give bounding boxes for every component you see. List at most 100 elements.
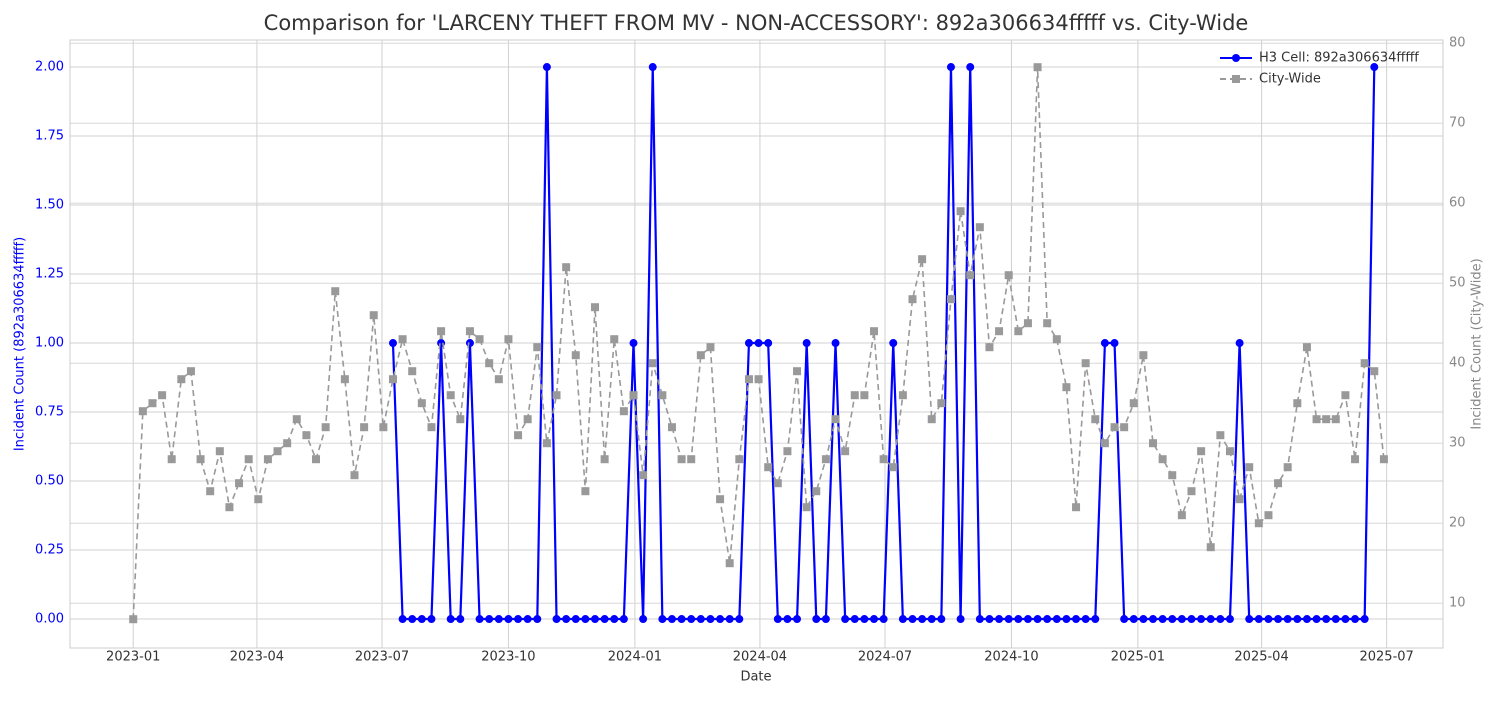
marker bbox=[388, 375, 397, 384]
marker bbox=[610, 615, 619, 624]
x-tick-label: 2024-01 bbox=[608, 650, 662, 665]
chart-title: Comparison for 'LARCENY THEFT FROM MV - … bbox=[264, 11, 1249, 35]
marker bbox=[1052, 335, 1061, 344]
y-tick-label: 0.25 bbox=[35, 543, 64, 558]
marker bbox=[523, 615, 532, 624]
marker bbox=[725, 559, 734, 568]
marker bbox=[369, 311, 378, 320]
y2-tick-label: 40 bbox=[1449, 356, 1466, 371]
marker bbox=[946, 63, 955, 72]
marker bbox=[927, 615, 936, 624]
marker bbox=[379, 423, 388, 432]
marker bbox=[408, 367, 417, 376]
marker bbox=[793, 367, 802, 376]
marker bbox=[571, 351, 580, 360]
marker bbox=[870, 615, 879, 624]
legend-label: H3 Cell: 892a306634fffff bbox=[1259, 51, 1419, 66]
marker bbox=[321, 423, 330, 432]
marker bbox=[1235, 495, 1244, 504]
marker bbox=[475, 335, 484, 344]
y-tick-label: 1.25 bbox=[35, 267, 64, 282]
marker bbox=[263, 455, 272, 464]
x-tick-label: 2023-07 bbox=[355, 650, 409, 665]
marker bbox=[1110, 339, 1119, 348]
marker bbox=[716, 495, 725, 504]
marker bbox=[1072, 503, 1081, 512]
marker bbox=[562, 615, 571, 624]
marker bbox=[831, 339, 840, 348]
marker bbox=[1139, 351, 1148, 360]
marker bbox=[1149, 615, 1158, 624]
y-tick-label: 1.50 bbox=[35, 198, 64, 213]
marker bbox=[1197, 447, 1206, 456]
marker bbox=[1302, 343, 1311, 352]
marker bbox=[408, 615, 417, 624]
y-axis-label: Incident Count (892a306634fffff) bbox=[13, 237, 28, 451]
marker bbox=[1283, 463, 1292, 472]
marker bbox=[446, 615, 455, 624]
marker bbox=[667, 423, 676, 432]
marker bbox=[696, 615, 705, 624]
y2-tick-label: 30 bbox=[1449, 436, 1466, 451]
marker bbox=[302, 431, 311, 440]
marker bbox=[658, 615, 667, 624]
marker bbox=[1331, 615, 1340, 624]
marker bbox=[1187, 487, 1196, 496]
marker bbox=[870, 327, 879, 336]
marker bbox=[1245, 615, 1254, 624]
marker bbox=[254, 495, 263, 504]
marker bbox=[1264, 615, 1273, 624]
marker bbox=[235, 479, 244, 488]
legend-marker bbox=[1232, 54, 1240, 62]
marker bbox=[465, 327, 474, 336]
marker bbox=[1302, 615, 1311, 624]
marker bbox=[1100, 439, 1109, 448]
marker bbox=[975, 615, 984, 624]
marker bbox=[889, 463, 898, 472]
marker bbox=[1023, 319, 1032, 328]
marker bbox=[918, 615, 927, 624]
marker bbox=[1197, 615, 1206, 624]
marker bbox=[514, 431, 523, 440]
marker bbox=[793, 615, 802, 624]
marker bbox=[1312, 615, 1321, 624]
marker bbox=[1023, 615, 1032, 624]
marker bbox=[1360, 359, 1369, 368]
marker bbox=[687, 455, 696, 464]
marker bbox=[1168, 615, 1177, 624]
marker bbox=[821, 615, 830, 624]
marker bbox=[1264, 511, 1273, 520]
marker bbox=[802, 339, 811, 348]
marker bbox=[773, 479, 782, 488]
marker bbox=[725, 615, 734, 624]
y2-tick-label: 10 bbox=[1449, 596, 1466, 611]
marker bbox=[571, 615, 580, 624]
marker bbox=[687, 615, 696, 624]
y2-tick-label: 60 bbox=[1449, 196, 1466, 211]
marker bbox=[398, 615, 407, 624]
legend: H3 Cell: 892a306634fffff City-Wide bbox=[1220, 51, 1419, 87]
marker bbox=[937, 399, 946, 408]
marker bbox=[1216, 431, 1225, 440]
marker bbox=[754, 375, 763, 384]
marker bbox=[619, 407, 628, 416]
y2-axis-label: Incident Count (City-Wide) bbox=[1470, 258, 1485, 429]
marker bbox=[215, 447, 224, 456]
marker bbox=[908, 295, 917, 304]
marker bbox=[995, 615, 1004, 624]
marker bbox=[764, 339, 773, 348]
marker bbox=[494, 375, 503, 384]
marker bbox=[417, 399, 426, 408]
marker bbox=[591, 615, 600, 624]
marker bbox=[523, 415, 532, 424]
marker bbox=[648, 359, 657, 368]
marker bbox=[658, 391, 667, 400]
marker bbox=[821, 455, 830, 464]
marker bbox=[850, 615, 859, 624]
marker bbox=[1206, 543, 1215, 552]
marker bbox=[312, 455, 321, 464]
marker bbox=[581, 615, 590, 624]
marker bbox=[946, 295, 955, 304]
marker bbox=[1149, 439, 1158, 448]
marker bbox=[812, 615, 821, 624]
